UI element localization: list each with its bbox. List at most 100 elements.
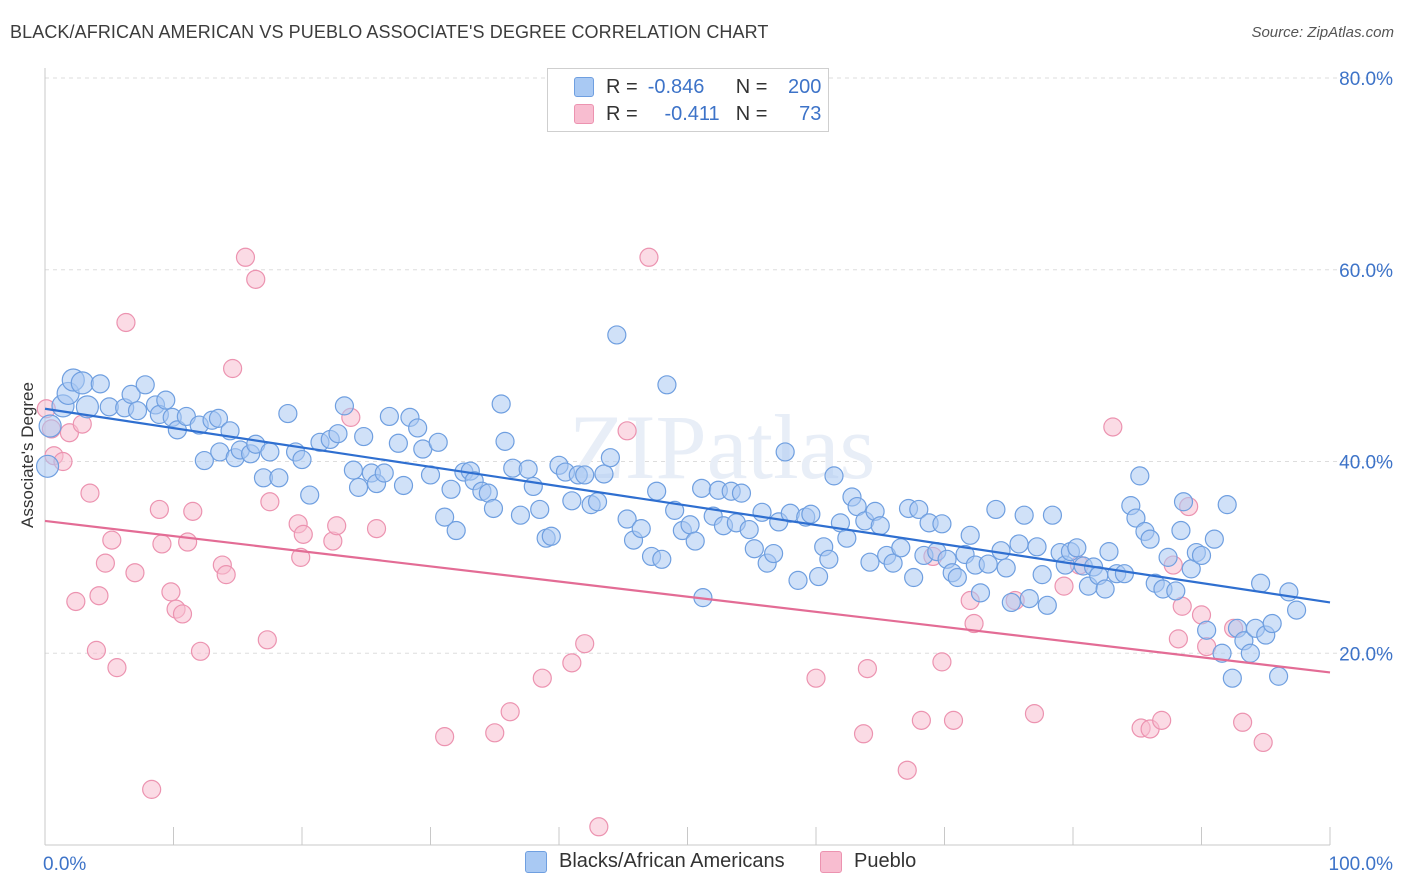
black-african-american-point (428, 432, 448, 452)
r-label: R = (606, 75, 638, 98)
black-african-american-point (530, 499, 550, 520)
r-label: R = (606, 102, 638, 125)
black-african-american-point (891, 538, 911, 558)
black-african-american-point (328, 424, 348, 444)
pueblo-point (235, 247, 256, 267)
black-african-american-point (1268, 666, 1289, 686)
pueblo-point (327, 516, 347, 536)
pueblo-point (500, 702, 520, 722)
pueblo-point (102, 530, 122, 550)
pueblo-point (152, 534, 172, 554)
black-african-american-point (343, 460, 363, 480)
black-african-american-point (518, 459, 538, 479)
black-african-american-point (978, 554, 998, 574)
black-african-american-point (541, 526, 561, 546)
pueblo-point (293, 524, 313, 544)
black-african-american-point (996, 558, 1016, 578)
black-african-american-point (788, 570, 808, 590)
black-african-american-point (575, 465, 595, 485)
pueblo-point (183, 501, 203, 521)
y-tick-label: 60.0% (1339, 261, 1393, 282)
pueblo-point (562, 653, 582, 673)
pueblo-points (36, 247, 1273, 837)
black-african-american-point (1067, 538, 1087, 558)
pueblo-point (857, 658, 878, 679)
black-african-american-point (156, 390, 176, 410)
pueblo-point (161, 582, 181, 602)
black-african-american-point (1032, 565, 1052, 585)
legend-row-pueblo: R = -0.411 N = 73 (548, 100, 821, 128)
legend-row-blacks: R = -0.846 N = 200 (548, 73, 821, 101)
black-african-american-point (680, 515, 700, 535)
pueblo-point (1054, 576, 1074, 596)
pueblo-point (1233, 712, 1253, 732)
pueblo-point (532, 668, 552, 688)
black-african-american-point (562, 491, 582, 511)
pink-swatch (574, 104, 594, 124)
pueblo-point (80, 483, 100, 503)
pueblo-point (216, 565, 236, 585)
black-african-american-point (408, 418, 428, 438)
black-african-american-point (510, 505, 531, 525)
correlation-legend: R = -0.846 N = 200 R = -0.411 N = 73 (547, 68, 829, 132)
black-african-american-point (483, 498, 504, 519)
pueblo-point (95, 553, 115, 573)
pueblo-point (1168, 629, 1188, 649)
black-african-american-point (970, 583, 991, 603)
black-african-american-point (1099, 542, 1119, 562)
black-african-american-point (135, 375, 155, 395)
pueblo-point (89, 586, 109, 606)
black-african-american-point (909, 499, 929, 520)
legend-item-pueblo: Pueblo (820, 850, 916, 873)
pueblo-point (964, 613, 984, 634)
black-african-american-point (1171, 520, 1191, 541)
black-african-american-point (441, 479, 461, 499)
pueblo-point (257, 630, 277, 650)
black-african-american-point (435, 507, 455, 527)
n-label: N = (735, 102, 768, 125)
black-african-american-point (819, 549, 839, 569)
pueblo-point (853, 724, 874, 744)
black-african-american-point (775, 442, 795, 462)
black-african-american-point (631, 519, 651, 539)
black-african-american-point (1009, 534, 1029, 554)
black-african-american-points (35, 325, 1307, 688)
black-african-american-point (127, 401, 148, 421)
black-african-american-point (1173, 492, 1194, 512)
black-african-american-point (90, 374, 110, 394)
black-african-american-point (824, 466, 844, 486)
black-african-american-point (35, 454, 60, 478)
pueblo-point (190, 641, 211, 661)
black-african-american-point (334, 396, 355, 416)
black-african-american-point (1204, 529, 1224, 549)
n-value: 73 (799, 102, 822, 125)
black-african-american-point (600, 448, 621, 468)
black-african-american-point (374, 463, 394, 483)
black-african-american-point (870, 516, 890, 536)
y-tick-label: 80.0% (1339, 69, 1393, 90)
black-african-american-point (1166, 581, 1186, 601)
chart-title: BLACK/AFRICAN AMERICAN VS PUEBLO ASSOCIA… (10, 22, 769, 42)
black-african-american-point (1027, 537, 1047, 557)
black-african-american-point (75, 395, 100, 419)
black-african-american-point (665, 500, 685, 520)
black-african-american-point (860, 552, 880, 572)
pueblo-point (1152, 710, 1172, 730)
pueblo-point (943, 710, 964, 730)
black-african-american-point (617, 509, 637, 529)
black-african-american-point (1014, 505, 1034, 525)
black-african-american-point (947, 567, 967, 588)
black-african-american-point (348, 477, 369, 497)
black-african-american-point (388, 433, 408, 453)
black-african-american-point (607, 325, 627, 345)
pueblo-point (246, 269, 266, 289)
pueblo-point (142, 779, 162, 799)
black-african-american-point (70, 371, 94, 395)
black-african-american-point (260, 442, 280, 462)
black-african-american-point (38, 414, 62, 438)
black-african-american-point (837, 528, 857, 548)
x-tick-label: 100.0% (1329, 854, 1394, 875)
black-african-american-point (300, 485, 320, 505)
pueblo-point (932, 652, 952, 672)
